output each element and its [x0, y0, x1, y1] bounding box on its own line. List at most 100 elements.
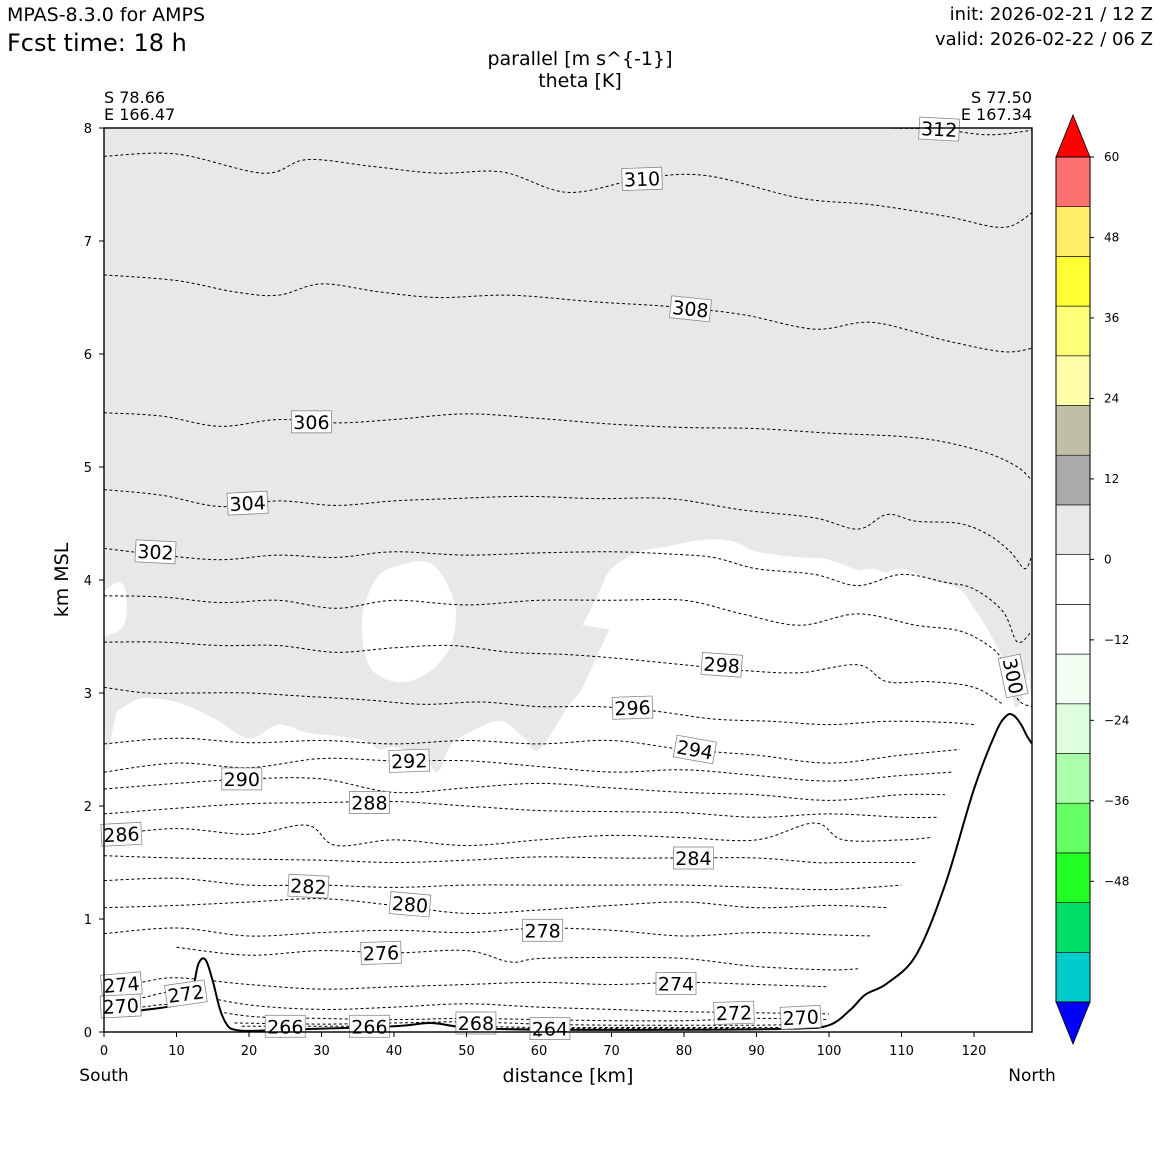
- y-tick-label: 4: [84, 574, 92, 589]
- theta-label-312: 312: [918, 116, 961, 142]
- colorbar-extension-min: [1055, 1001, 1091, 1046]
- end-coordinates: S 77.50 E 167.34: [961, 89, 1032, 123]
- theta-label-text: 288: [351, 793, 387, 815]
- theta-contour-266: [241, 1025, 808, 1029]
- colorbar-bin: [1055, 604, 1091, 655]
- theta-label-box: [997, 653, 1029, 699]
- theta-contour-280: [104, 898, 888, 915]
- theta-label-text: 272: [716, 1002, 753, 1025]
- colorbar-bin: [1055, 703, 1091, 754]
- colorbar-bin: [1055, 653, 1091, 705]
- forecast-time: Fcst time: 18 h: [7, 29, 187, 57]
- colorbar-bin: [1055, 852, 1091, 903]
- theta-label-text: 302: [137, 541, 174, 565]
- x-tick-label: 50: [458, 1044, 475, 1059]
- theta-label-266: 266: [348, 1014, 390, 1038]
- colorbar-bin: [1055, 454, 1091, 506]
- x-tick-label: 80: [676, 1044, 693, 1059]
- wind-shade-region: [104, 128, 1032, 773]
- colorbar: 60 48 36 24 12 0 −12 −24 −36 −48: [1055, 113, 1129, 1046]
- theta-label-box: [522, 918, 563, 942]
- theta-label-box: [221, 767, 263, 791]
- x-tick-label: 100: [817, 1044, 842, 1059]
- colorbar-tick-label: −36: [1104, 794, 1129, 808]
- terrain-layer: [104, 712, 1032, 1032]
- theta-label-268: 268: [455, 1011, 497, 1035]
- colorbar-bin: [1055, 504, 1091, 555]
- theta-label-text: 290: [224, 769, 260, 791]
- theta-label-box: [287, 873, 330, 899]
- theta-label-text: 308: [671, 297, 709, 323]
- theta-label-text: 296: [614, 697, 651, 720]
- theta-label-298: 298: [700, 652, 743, 678]
- colorbar-tick-label: 48: [1104, 230, 1119, 244]
- x-tick-label: 40: [386, 1044, 403, 1059]
- theta-label-box: [348, 791, 390, 814]
- theta-contour-288: [104, 800, 938, 819]
- colorbar-tick-label: 12: [1104, 472, 1119, 486]
- end-longitude: E 167.34: [960, 105, 1032, 124]
- theta-label-278: 278: [522, 918, 563, 942]
- theta-contour-310: [104, 152, 1032, 228]
- theta-label-276: 276: [360, 940, 402, 966]
- theta-label-310: 310: [621, 166, 663, 192]
- theta-label-274: 274: [655, 972, 697, 995]
- theta-label-290: 290: [221, 767, 263, 791]
- x-tick-label: 120: [962, 1044, 987, 1059]
- theta-label-text: 268: [458, 1013, 494, 1035]
- theta-label-box: [673, 846, 714, 870]
- y-tick-label: 1: [84, 913, 92, 928]
- theta-label-280: 280: [388, 891, 432, 918]
- colorbar-bin: [1055, 305, 1091, 357]
- theta-label-270: 270: [779, 1004, 822, 1030]
- start-longitude: E 166.47: [104, 105, 176, 124]
- theta-label-box: [290, 410, 332, 434]
- theta-contour-306: [104, 412, 1032, 481]
- y-tick-label: 8: [84, 122, 92, 137]
- theta-label-text: 310: [624, 168, 661, 191]
- theta-label-288: 288: [348, 791, 390, 815]
- theta-label-box: [621, 166, 663, 192]
- colorbar-tick-label: −24: [1104, 713, 1129, 727]
- theta-label-text: 282: [290, 875, 327, 899]
- x-tick-label: 30: [313, 1044, 330, 1059]
- theta-label-box: [529, 1017, 571, 1040]
- theta-label-text: 274: [102, 973, 140, 998]
- theta-label-308: 308: [669, 295, 712, 323]
- x-tick-label: 20: [241, 1044, 258, 1059]
- axes-ticks-layer: 0 10 20 30 40 50 60 70 80 90 100 110 120 0 1 2 3 4 5 6 7 8: [84, 122, 987, 1059]
- theta-label-text: 270: [102, 995, 139, 1019]
- theta-contour-296: [104, 686, 975, 726]
- theta-label-304: 304: [226, 490, 269, 516]
- wind-shading-layer: [104, 128, 1032, 805]
- north-label: North: [1008, 1066, 1056, 1086]
- theta-contour-284: [104, 855, 916, 864]
- theta-label-box: [700, 652, 743, 678]
- theta-label-284: 284: [673, 846, 714, 870]
- y-tick-label: 3: [84, 687, 92, 702]
- theta-contour-282: [104, 877, 902, 891]
- colorbar-bin: [1055, 405, 1091, 456]
- theta-label-box: [672, 734, 717, 765]
- theta-label-282: 282: [287, 873, 330, 899]
- colorbar-tick-label: −48: [1104, 874, 1129, 888]
- theta-contour-278: [104, 927, 873, 937]
- colorbar-bin: [1055, 554, 1091, 605]
- y-tick-label: 7: [84, 235, 92, 250]
- colorbar-bin: [1055, 753, 1091, 804]
- theta-label-box: [164, 979, 208, 1008]
- theta-label-306: 306: [290, 410, 332, 434]
- theta-label-text: 286: [103, 823, 140, 847]
- theta-contour-298: [104, 641, 1004, 705]
- theta-label-box: [388, 891, 432, 918]
- theta-label-264: 264: [529, 1017, 571, 1041]
- theta-label-text: 292: [391, 750, 428, 773]
- colorbar-tick-label: 60: [1104, 150, 1119, 164]
- start-latitude: S 78.66: [104, 88, 166, 107]
- theta-label-box: [713, 1000, 755, 1025]
- x-tick-label: 70: [603, 1044, 620, 1059]
- y-tick-label: 5: [84, 461, 92, 476]
- colorbar-frame: [1055, 156, 1091, 1003]
- theta-label-text: 274: [658, 973, 694, 995]
- x-tick-label: 60: [531, 1044, 548, 1059]
